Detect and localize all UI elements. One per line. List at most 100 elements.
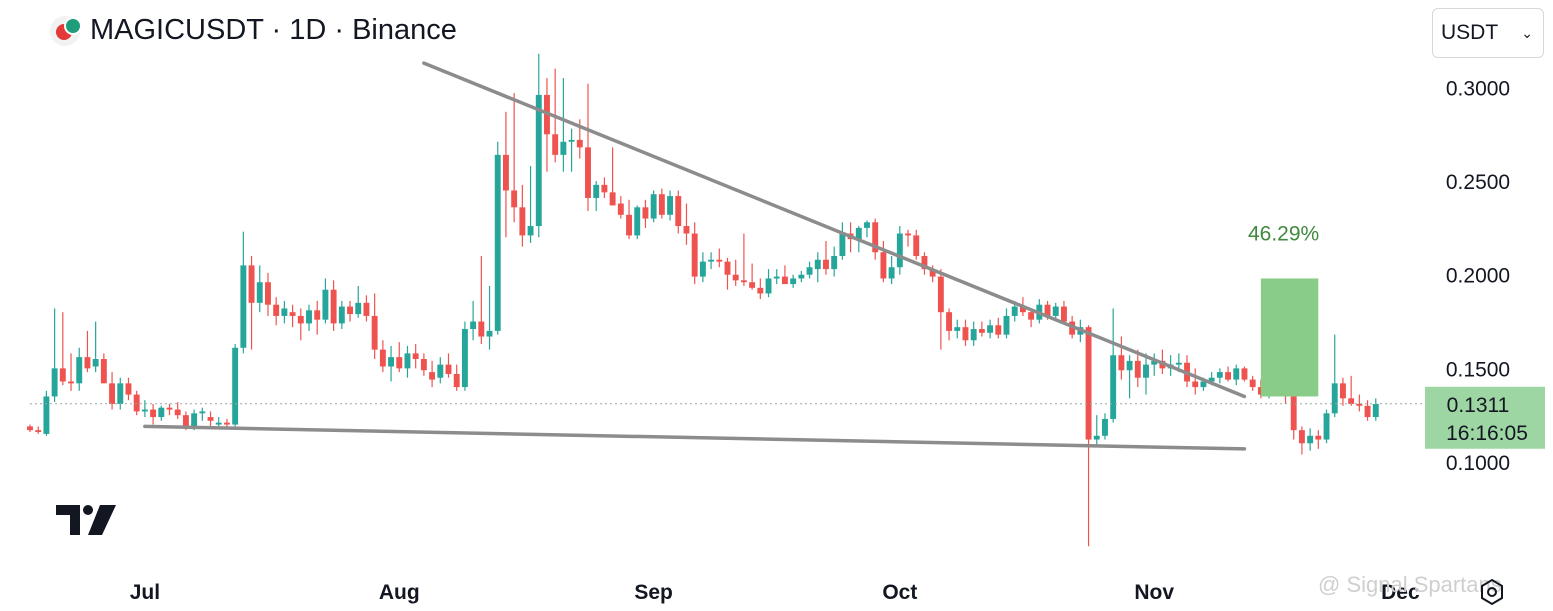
candle-body xyxy=(1151,360,1158,365)
candle-body xyxy=(946,312,953,331)
bar-countdown: 16:16:05 xyxy=(1446,422,1528,445)
candle-body xyxy=(1052,306,1059,316)
candle-body xyxy=(396,357,403,369)
candle-body xyxy=(166,407,173,410)
candle-body xyxy=(1339,383,1346,399)
candle-body xyxy=(1028,312,1035,320)
candle-body xyxy=(1110,355,1117,419)
candle-body xyxy=(872,222,879,253)
candle-body xyxy=(314,310,321,320)
candle-body xyxy=(519,207,526,236)
candle-body xyxy=(1175,362,1182,365)
candle-body xyxy=(59,368,66,382)
candle-body xyxy=(1290,396,1297,431)
candle-body xyxy=(1356,403,1363,406)
candle-body xyxy=(453,373,460,388)
candle-body xyxy=(535,94,542,227)
symbol-header: MAGICUSDT · 1D · Binance xyxy=(50,14,457,47)
candle-body xyxy=(814,259,821,270)
candle-body xyxy=(511,190,518,208)
candle-body xyxy=(1093,435,1100,440)
candle-body xyxy=(388,357,395,367)
candle-body xyxy=(281,308,288,316)
candle-body xyxy=(634,207,641,236)
candle-body xyxy=(141,409,148,412)
candle-body xyxy=(593,184,600,198)
candle-body xyxy=(1348,398,1355,404)
candle-body xyxy=(92,359,99,367)
candle-body xyxy=(527,226,534,236)
tradingview-logo-icon xyxy=(56,505,116,535)
candle-body xyxy=(1085,327,1092,440)
x-tick-label: Oct xyxy=(882,581,917,604)
candle-body xyxy=(215,422,222,425)
candle-body xyxy=(929,269,936,277)
candle-body xyxy=(765,278,772,294)
candle-body xyxy=(158,407,165,418)
candle-body xyxy=(699,261,706,277)
candle-body xyxy=(133,394,140,412)
candle-body xyxy=(76,357,83,384)
candle-body xyxy=(995,325,1002,335)
candle-body xyxy=(896,233,903,268)
y-tick-label: 0.2000 xyxy=(1446,265,1510,288)
candle-body xyxy=(839,233,846,256)
candle-body xyxy=(1298,430,1305,444)
candle-body xyxy=(757,287,764,294)
candle-body xyxy=(724,261,731,275)
candle-body xyxy=(248,265,255,303)
candle-body xyxy=(798,274,805,279)
candle-body xyxy=(1200,381,1207,388)
candle-body xyxy=(954,327,961,331)
candle-body xyxy=(790,278,797,285)
drawings-layer: 46.29% xyxy=(30,61,1425,451)
candle-body xyxy=(1126,360,1133,371)
candle-body xyxy=(174,409,181,416)
x-tick-label: Nov xyxy=(1134,581,1174,604)
candle-body xyxy=(306,310,312,324)
candle-body xyxy=(51,368,58,397)
candle-body xyxy=(773,276,780,279)
candle-body xyxy=(1102,418,1108,436)
settings-gear-icon[interactable] xyxy=(1478,578,1506,606)
candle-body xyxy=(1225,372,1232,380)
candle-body xyxy=(749,282,756,288)
candle-body xyxy=(502,154,509,191)
candle-body xyxy=(412,353,419,359)
currency-value: USDT xyxy=(1441,21,1499,44)
candle-body xyxy=(888,267,895,279)
candle-body xyxy=(667,196,674,215)
y-tick-label: 0.2500 xyxy=(1446,171,1510,194)
candles-layer xyxy=(27,53,1379,547)
candle-body xyxy=(207,417,214,421)
currency-select[interactable]: USDT ⌄ xyxy=(1432,8,1544,58)
candle-body xyxy=(970,329,977,341)
candle-body xyxy=(708,259,715,262)
candle-body xyxy=(683,226,690,234)
candle-body xyxy=(461,329,468,388)
candle-body xyxy=(494,154,501,331)
last-price-badge xyxy=(1425,386,1545,449)
candle-body xyxy=(962,327,969,341)
candle-body xyxy=(716,259,723,262)
candle-body xyxy=(781,276,788,285)
y-tick-label: 0.1000 xyxy=(1446,452,1510,475)
candle-body xyxy=(691,233,698,277)
candle-body xyxy=(289,312,296,316)
candle-body xyxy=(1307,435,1314,444)
candle-body xyxy=(1118,355,1125,371)
candle-body xyxy=(675,196,682,227)
candle-body xyxy=(658,194,665,215)
candle-body xyxy=(732,274,739,281)
axes-layer: 0.3000 0.2500 0.2000 0.1500 0.1000 0.1311 16:1… xyxy=(130,77,1545,604)
candle-body xyxy=(363,302,370,316)
candle-body xyxy=(650,194,657,219)
candle-body xyxy=(921,256,928,270)
last-price-value: 0.1311 xyxy=(1447,394,1510,417)
candle-body xyxy=(445,364,452,374)
candle-body xyxy=(1241,368,1248,380)
candle-body xyxy=(880,252,887,279)
projection-percent-label: 46.29% xyxy=(1248,222,1319,245)
x-tick-label: Jul xyxy=(130,581,160,604)
